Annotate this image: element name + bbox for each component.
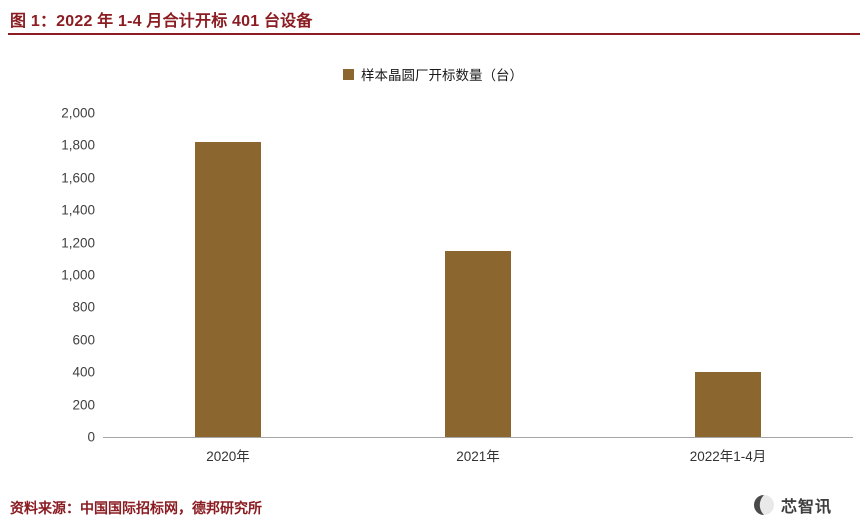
y-tick-label: 800 bbox=[72, 299, 95, 315]
y-tick-label: 600 bbox=[72, 332, 95, 348]
y-tick-label: 1,800 bbox=[61, 137, 95, 153]
y-tick-label: 1,000 bbox=[61, 267, 95, 283]
y-tick-label: 200 bbox=[72, 397, 95, 413]
title-divider bbox=[8, 33, 860, 35]
y-tick-label: 1,400 bbox=[61, 202, 95, 218]
source-note: 资料来源：中国国际招标网，德邦研究所 bbox=[10, 500, 262, 516]
y-tick-label: 1,600 bbox=[61, 170, 95, 186]
watermark: 芯智讯 bbox=[753, 493, 832, 517]
legend-label: 样本晶圆厂开标数量（台） bbox=[361, 68, 523, 83]
watermark-text: 芯智讯 bbox=[780, 499, 832, 516]
crescent-moon-logo-icon bbox=[753, 494, 775, 516]
legend-swatch-icon bbox=[343, 68, 354, 80]
figure-title: 图 1：2022 年 1-4 月合计开标 401 台设备 bbox=[10, 13, 313, 30]
y-tick-label: 400 bbox=[72, 364, 95, 380]
bar-2 bbox=[445, 250, 511, 437]
x-tick-label: 2021年 bbox=[456, 449, 500, 464]
x-axis: 2020年 2021年 2022年1-4月 bbox=[103, 445, 853, 465]
x-tick-label: 2020年 bbox=[206, 449, 250, 464]
y-tick-label: 1,200 bbox=[61, 235, 95, 251]
y-axis: 0 200 400 600 800 1,000 1,200 1,400 1,600 1,800 2,… bbox=[0, 106, 95, 445]
y-tick-label: 2,000 bbox=[61, 105, 95, 121]
plot-area bbox=[103, 113, 853, 438]
chart-legend: 样本晶圆厂开标数量（台） bbox=[0, 64, 866, 84]
y-tick-label: 0 bbox=[87, 429, 95, 445]
x-tick-label: 2022年1-4月 bbox=[689, 449, 767, 464]
bar-3 bbox=[695, 372, 761, 437]
bar-1 bbox=[195, 142, 261, 437]
